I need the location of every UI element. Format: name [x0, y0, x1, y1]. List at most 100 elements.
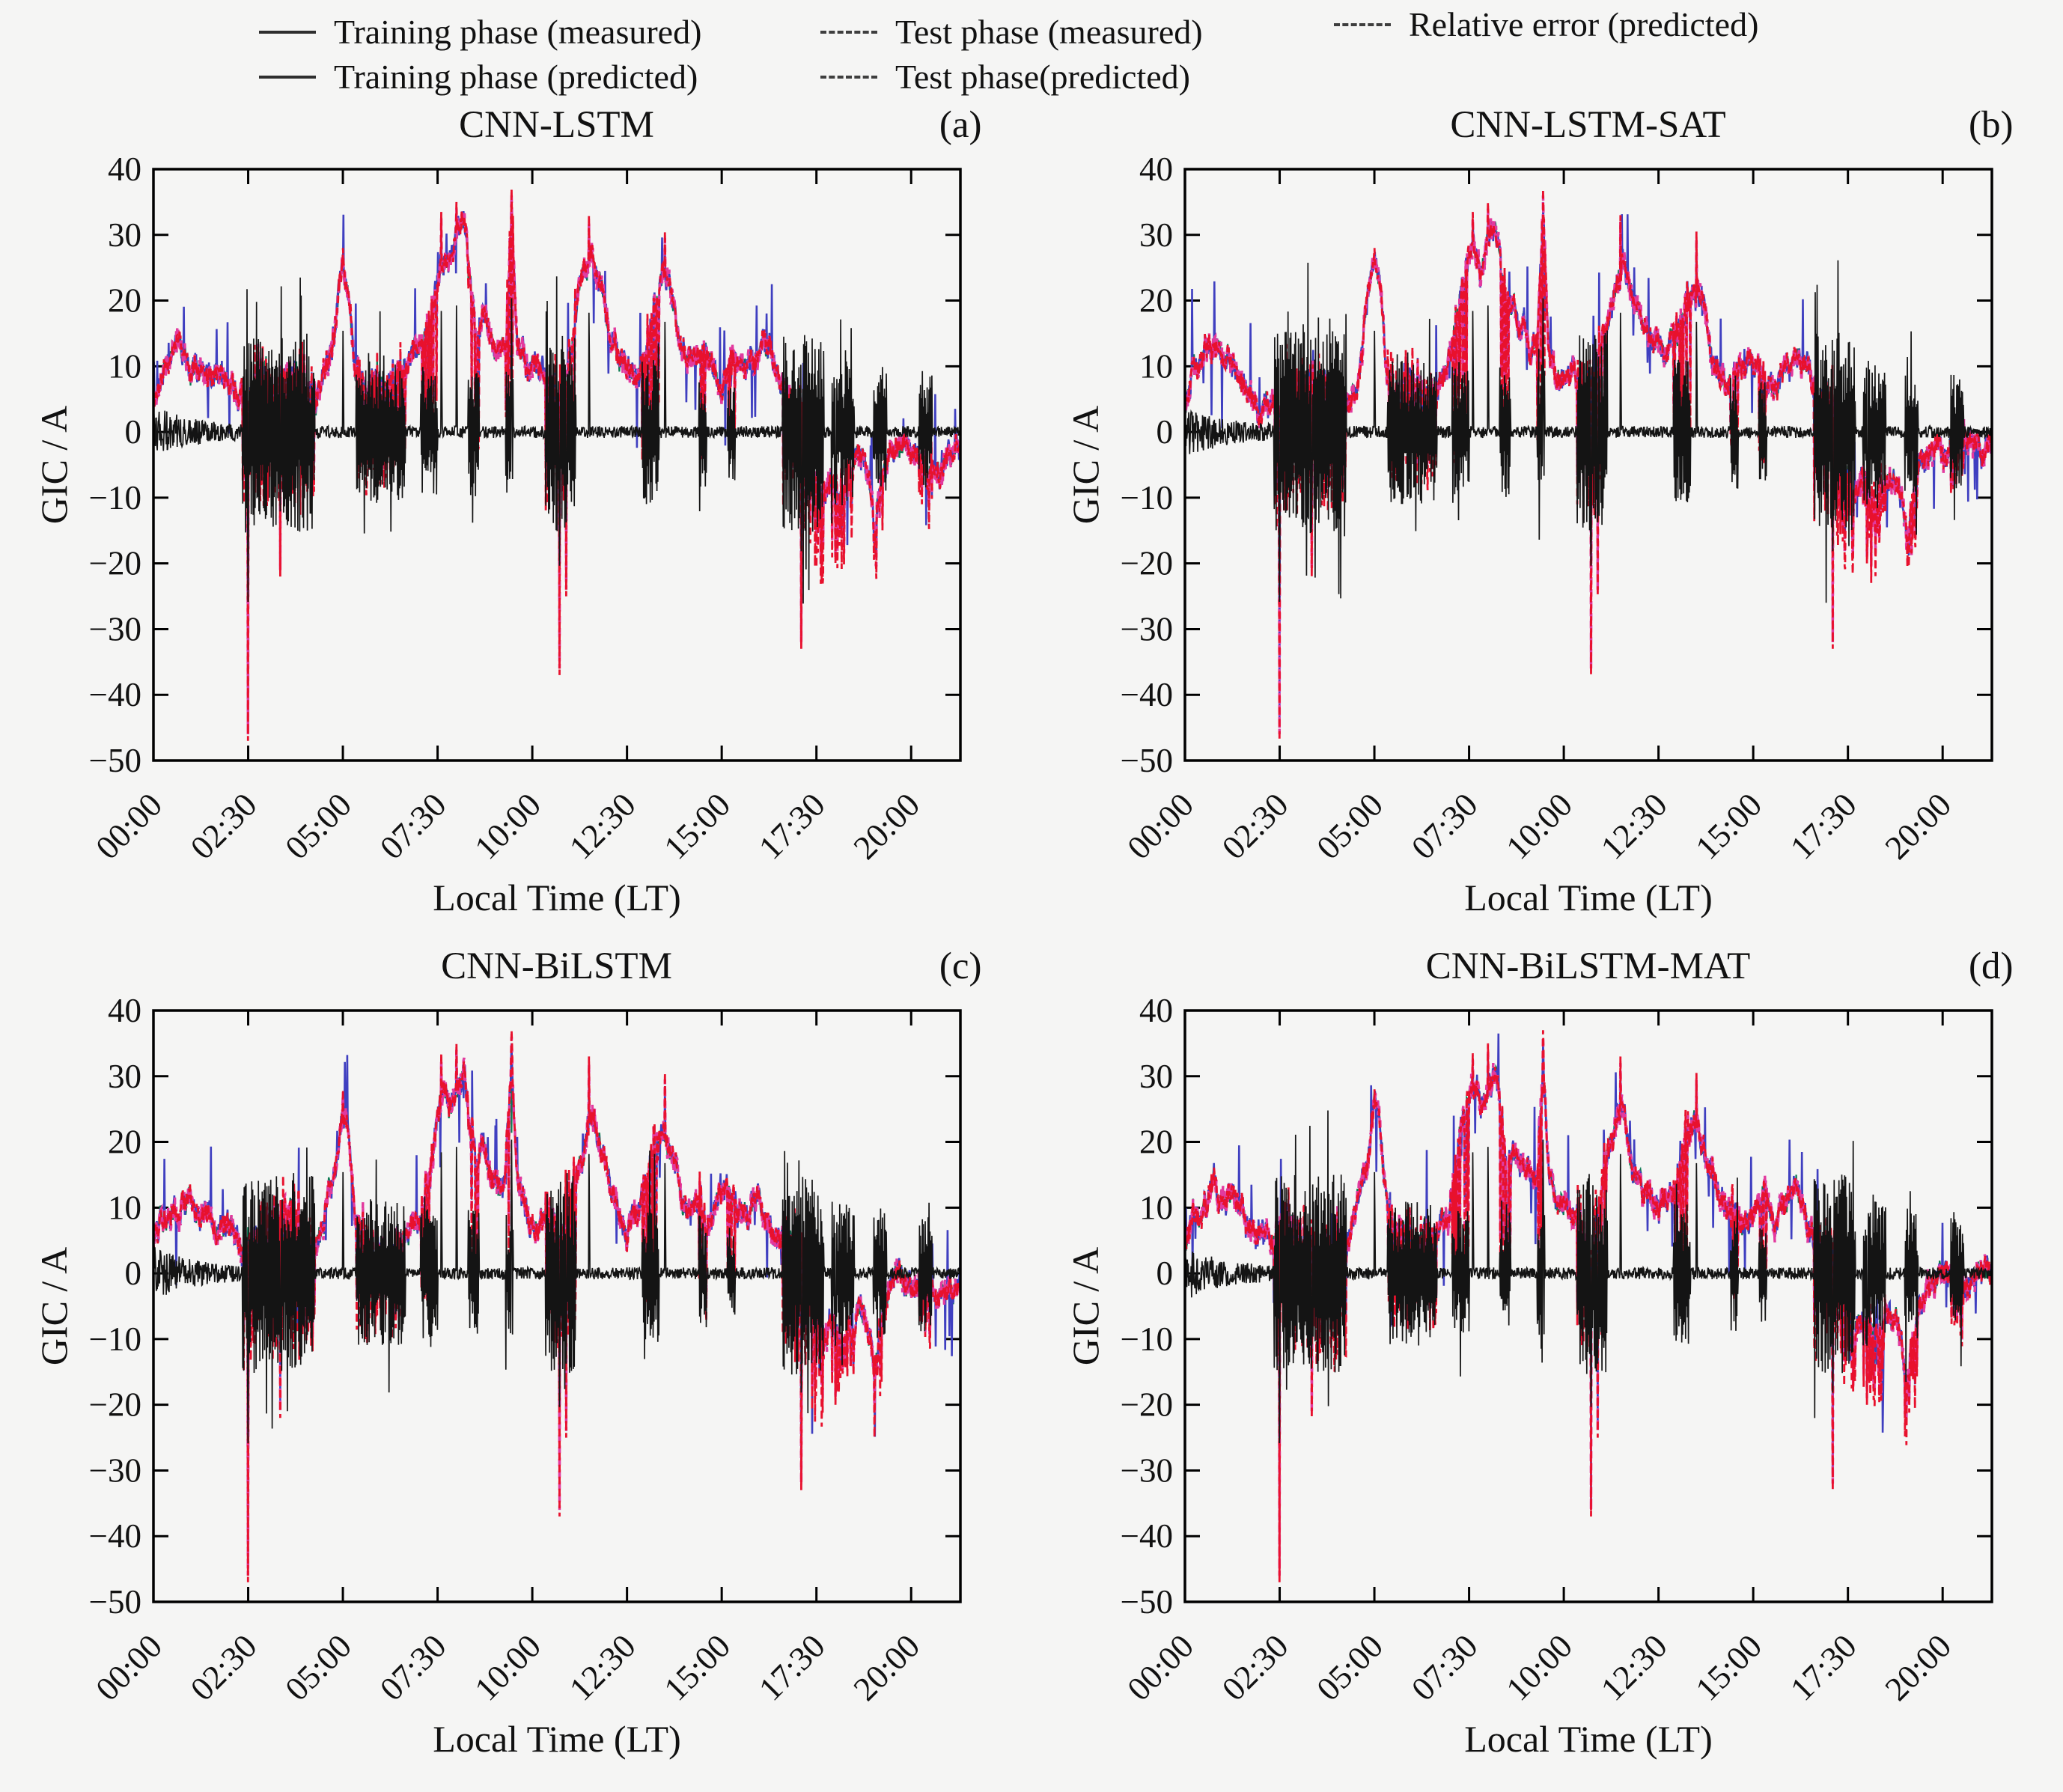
legend-line-sample-icon	[1334, 22, 1391, 26]
x-tick-label: 00:00	[88, 786, 169, 867]
x-tick-label: 10:00	[467, 1627, 548, 1708]
y-tick-label: 30	[108, 1058, 141, 1095]
y-tick-label: −10	[88, 479, 141, 516]
axes-frame	[151, 168, 962, 762]
x-axis-label: Local Time (LT)	[433, 877, 680, 918]
legend-item-training-predicted: Training phase (predicted)	[259, 57, 698, 97]
axes-frame	[1183, 168, 1993, 762]
y-tick-label: 40	[108, 153, 141, 188]
legend-label: Relative error (predicted)	[1409, 5, 1759, 43]
y-tick-label: 20	[108, 1124, 141, 1161]
x-tick-label: 05:00	[278, 1627, 359, 1708]
figure-grid: CNN-LSTM (a) 00:00 02:30 05:00 07:30 10:00 12…	[0, 97, 2063, 1780]
chart-canvas-d: 00:00 02:30 05:00 07:30 10:00 12:30 15:00 17:30…	[1064, 994, 1993, 1760]
y-tick-label: 40	[108, 994, 141, 1029]
x-tick-label: 17:30	[751, 786, 832, 867]
y-tick-label: −50	[88, 1583, 141, 1621]
panel-title: CNN-BiLSTM	[441, 945, 672, 987]
y-tick-label: 20	[108, 282, 141, 320]
y-tick-label: −20	[88, 1386, 141, 1424]
legend-item-training-measured: Training phase (measured)	[259, 12, 701, 52]
y-tick-label: −40	[1120, 676, 1172, 713]
x-tick-label: 17:30	[751, 1627, 832, 1708]
x-axis-label: Local Time (LT)	[433, 1718, 680, 1760]
y-tick-label: 20	[1139, 1124, 1173, 1161]
x-tick-label: 17:30	[1782, 786, 1863, 867]
panel-b: CNN-LSTM-SAT (b) 00:00 02:30 05:00 07:30 10:…	[1059, 99, 2036, 939]
y-tick-label: 40	[1139, 994, 1173, 1029]
x-axis-label: Local Time (LT)	[1464, 877, 1712, 918]
y-tick-label: −40	[88, 676, 141, 713]
panel-title: CNN-LSTM	[459, 104, 654, 146]
panel-a: CNN-LSTM (a) 00:00 02:30 05:00 07:30 10:00 12…	[28, 99, 1005, 939]
panel-letter: (c)	[939, 945, 982, 987]
axes-frame	[1183, 1009, 1993, 1603]
y-tick-label: −30	[1120, 1451, 1172, 1489]
y-tick-label: −10	[88, 1320, 141, 1358]
x-tick-label: 00:00	[88, 1627, 169, 1708]
legend-line-sample-icon	[259, 30, 316, 34]
x-tick-label: 02:30	[183, 1627, 263, 1708]
y-tick-label: 0	[1156, 1255, 1173, 1292]
legend-label: Test phase (measured)	[895, 13, 1203, 51]
panel-c: CNN-BiLSTM (c) 00:00 02:30 05:00 07:30 10:00…	[28, 940, 1005, 1780]
x-tick-label: 20:00	[1877, 1627, 1958, 1708]
y-tick-label: −40	[88, 1517, 141, 1555]
x-tick-label: 00:00	[1120, 1627, 1201, 1708]
x-tick-label: 10:00	[1499, 786, 1579, 867]
legend-line-sample-icon	[820, 30, 877, 34]
x-tick-label: 12:30	[561, 1627, 642, 1708]
x-tick-label: 02:30	[1214, 1627, 1295, 1708]
panel-letter: (b)	[1969, 104, 2014, 146]
y-tick-label: 10	[1139, 347, 1173, 385]
x-tick-label: 02:30	[1214, 786, 1295, 867]
legend-item-test-measured: Test phase (measured)	[820, 12, 1203, 52]
y-tick-label: −50	[1120, 742, 1172, 779]
x-tick-label: 07:30	[372, 1627, 453, 1708]
figure-legend: Training phase (measured) Training phase…	[0, 0, 2063, 97]
x-tick-label: 05:00	[1309, 786, 1390, 867]
y-tick-label: −20	[1120, 545, 1172, 582]
chart-canvas-a: 00:00 02:30 05:00 07:30 10:00 12:30 15:00 17:30…	[33, 153, 962, 918]
y-tick-label: 10	[108, 1189, 141, 1226]
panel-title: CNN-BiLSTM-MAT	[1425, 945, 1751, 987]
x-tick-label: 15:00	[1688, 786, 1769, 867]
y-tick-label: 20	[1139, 282, 1173, 320]
x-tick-label: 05:00	[278, 786, 359, 867]
x-tick-label: 20:00	[846, 1627, 927, 1708]
panel-letter: (a)	[939, 104, 982, 146]
y-tick-label: −30	[1120, 610, 1172, 647]
y-tick-label: −10	[1120, 479, 1172, 516]
y-tick-label: 30	[1139, 1058, 1173, 1095]
y-tick-label: 10	[108, 347, 141, 385]
series-relative-error	[1184, 1110, 1992, 1444]
legend-line-sample-icon	[820, 75, 877, 79]
panel-letter: (d)	[1969, 945, 2014, 987]
y-tick-label: 30	[108, 216, 141, 254]
y-tick-label: −40	[1120, 1517, 1172, 1555]
legend-label: Test phase(predicted)	[895, 58, 1190, 96]
axes-frame	[151, 1009, 962, 1603]
x-tick-label: 07:30	[1404, 786, 1484, 867]
y-axis-label: GIC / A	[1064, 406, 1106, 524]
y-tick-label: −10	[1120, 1320, 1172, 1358]
legend-label: Training phase (predicted)	[334, 58, 698, 96]
x-axis-label: Local Time (LT)	[1464, 1718, 1712, 1760]
panel-d: CNN-BiLSTM-MAT (d) 00:00 02:30 05:00 07:30 1…	[1059, 940, 2036, 1780]
series-relative-error	[1184, 260, 1992, 603]
legend-line-sample-icon	[259, 75, 316, 79]
series-relative-error	[153, 1139, 960, 1444]
y-tick-label: −50	[88, 742, 141, 779]
y-tick-label: 30	[1139, 216, 1173, 254]
y-axis-label: GIC / A	[33, 406, 75, 524]
x-tick-label: 07:30	[1404, 1627, 1484, 1708]
chart-canvas-b: 00:00 02:30 05:00 07:30 10:00 12:30 15:00 17:30…	[1064, 153, 1993, 918]
x-tick-label: 15:00	[656, 786, 737, 867]
x-tick-label: 20:00	[1877, 786, 1958, 867]
series-relative-error	[153, 276, 960, 604]
y-axis-label: GIC / A	[1064, 1247, 1106, 1365]
x-tick-label: 20:00	[846, 786, 927, 867]
x-tick-label: 12:30	[1593, 1627, 1674, 1708]
legend-label: Training phase (measured)	[334, 13, 702, 51]
panel-title-row: CNN-BiLSTM-MAT (d)	[1059, 940, 2036, 994]
